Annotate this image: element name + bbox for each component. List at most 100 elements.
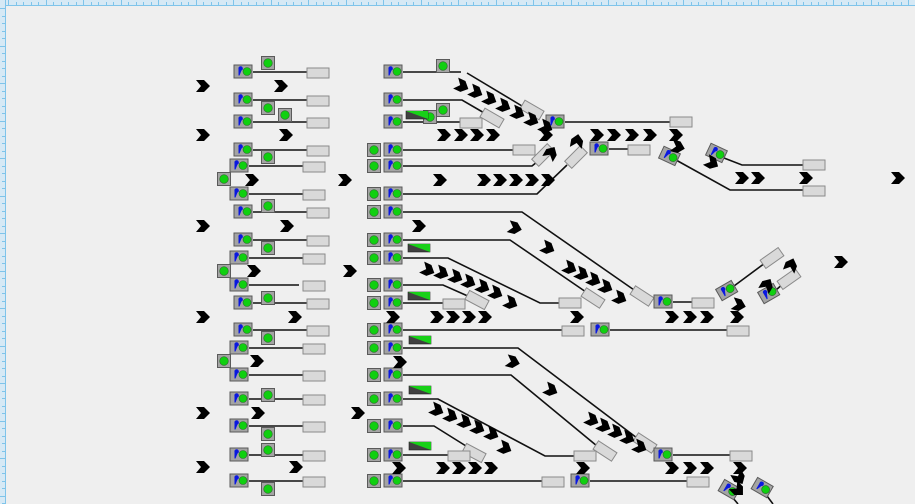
signal-icon[interactable] [383,250,403,265]
track-section-icon[interactable] [302,189,326,201]
signal-icon[interactable] [229,250,249,265]
track-section-icon[interactable] [726,325,750,337]
track-section-icon[interactable] [464,289,490,311]
track-section-icon[interactable] [306,207,330,219]
lamp-icon[interactable] [367,474,381,488]
signal-icon[interactable] [383,277,403,292]
track-section-icon[interactable] [306,235,330,247]
lamp-icon[interactable] [261,291,275,305]
signal-icon[interactable] [229,391,249,406]
signal-icon[interactable] [383,158,403,173]
lamp-icon[interactable] [367,251,381,265]
track-section-icon[interactable] [302,394,326,406]
track-section-icon[interactable] [561,325,585,337]
track-section-icon[interactable] [541,476,565,488]
track-section-icon[interactable] [302,476,326,488]
signal-icon[interactable] [545,114,565,129]
lamp-icon[interactable] [261,199,275,213]
lamp-icon[interactable] [367,368,381,382]
signal-icon[interactable] [383,142,403,157]
signal-icon[interactable] [383,367,403,382]
signal-icon[interactable] [383,186,403,201]
lamp-icon[interactable] [217,264,231,278]
track-section-icon[interactable] [573,450,597,462]
track-section-icon[interactable] [627,144,651,156]
track-section-icon[interactable] [669,116,693,128]
signal-icon[interactable] [589,141,609,156]
track-section-icon[interactable] [302,421,326,433]
lamp-icon[interactable] [367,205,381,219]
track-section-icon[interactable] [558,297,582,309]
lamp-icon[interactable] [367,278,381,292]
lamp-icon[interactable] [261,241,275,255]
signal-icon[interactable] [653,294,673,309]
track-section-icon[interactable] [802,185,826,197]
signal-icon[interactable] [233,232,253,247]
signal-icon[interactable] [383,473,403,488]
lamp-icon[interactable] [261,331,275,345]
signal-icon[interactable] [229,367,249,382]
lamp-icon[interactable] [367,187,381,201]
track-section-icon[interactable] [302,450,326,462]
signal-icon[interactable] [233,64,253,79]
signal-icon[interactable] [750,476,774,499]
track-section-icon[interactable] [306,95,330,107]
track-section-icon[interactable] [306,67,330,79]
lamp-icon[interactable] [261,443,275,457]
lamp-icon[interactable] [261,482,275,496]
signal-icon[interactable] [229,186,249,201]
signal-icon[interactable] [570,473,590,488]
signal-icon[interactable] [229,158,249,173]
track-section-icon[interactable] [629,285,655,307]
track-section-icon[interactable] [306,145,330,157]
lamp-icon[interactable] [217,172,231,186]
lamp-icon[interactable] [367,296,381,310]
signal-icon[interactable] [383,295,403,310]
track-section-icon[interactable] [802,159,826,171]
lamp-icon[interactable] [261,56,275,70]
signal-icon[interactable] [383,418,403,433]
lamp-icon[interactable] [278,108,292,122]
signal-icon[interactable] [383,447,403,462]
signal-icon[interactable] [383,204,403,219]
lamp-icon[interactable] [367,159,381,173]
track-section-icon[interactable] [686,476,710,488]
track-section-icon[interactable] [512,144,536,156]
track-section-icon[interactable] [729,450,753,462]
lamp-icon[interactable] [367,341,381,355]
lamp-icon[interactable] [261,150,275,164]
track-section-icon[interactable] [442,298,466,310]
track-section-icon[interactable] [306,298,330,310]
lamp-icon[interactable] [367,392,381,406]
track-section-icon[interactable] [459,117,483,129]
signal-icon[interactable] [383,64,403,79]
track-section-icon[interactable] [302,343,326,355]
track-section-icon[interactable] [447,450,471,462]
signal-icon[interactable] [233,295,253,310]
signal-icon[interactable] [233,322,253,337]
lamp-icon[interactable] [367,419,381,433]
track-section-icon[interactable] [461,442,487,464]
lamp-icon[interactable] [367,233,381,247]
track-section-icon[interactable] [759,246,785,270]
track-section-icon[interactable] [580,287,606,309]
track-section-icon[interactable] [302,161,326,173]
track-section-icon[interactable] [691,297,715,309]
signal-icon[interactable] [383,114,403,129]
track-section-icon[interactable] [302,253,326,265]
signal-icon[interactable] [590,322,610,337]
signal-icon[interactable] [704,142,729,164]
track-section-icon[interactable] [302,280,326,292]
signal-icon[interactable] [229,340,249,355]
signal-icon[interactable] [383,340,403,355]
signal-icon[interactable] [229,277,249,292]
signal-icon[interactable] [229,418,249,433]
signal-icon[interactable] [653,447,673,462]
track-section-icon[interactable] [563,144,589,170]
signal-icon[interactable] [383,232,403,247]
lamp-icon[interactable] [367,323,381,337]
signal-icon[interactable] [383,322,403,337]
signal-icon[interactable] [233,114,253,129]
